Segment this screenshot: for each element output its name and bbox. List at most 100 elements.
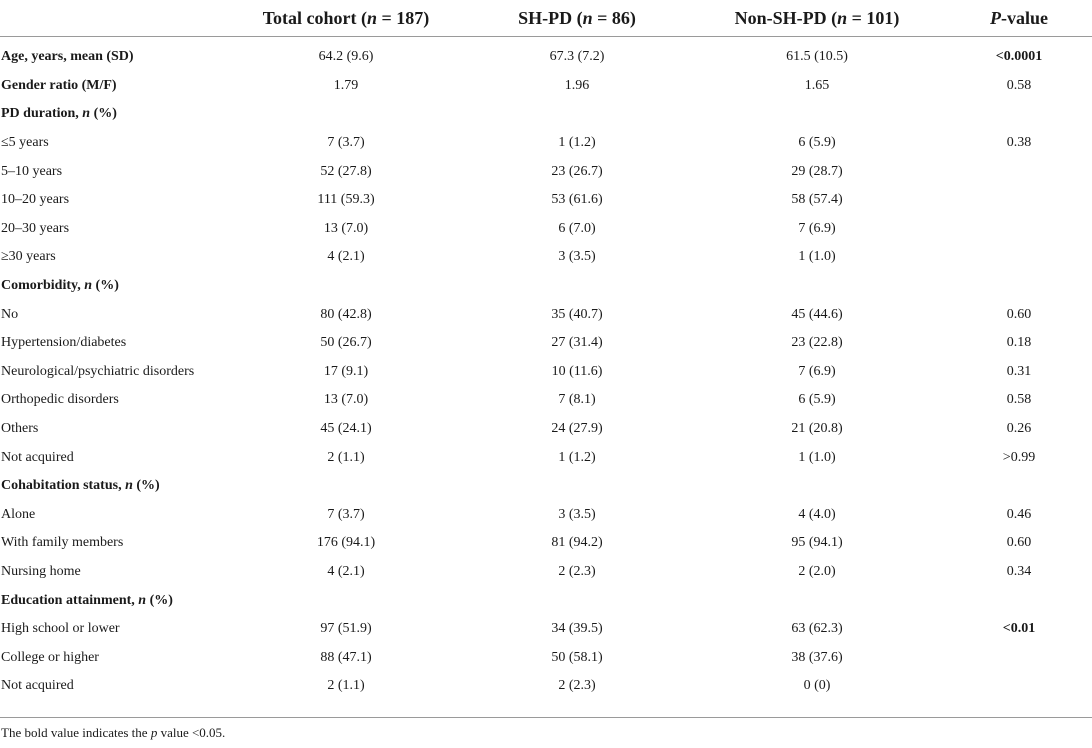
row-label: Alone [1, 506, 36, 522]
sh-pd-cell: 1.96 [564, 77, 590, 93]
sh-pd-cell: 27 (31.4) [551, 335, 603, 351]
non-sh-pd-cell: 21 (20.8) [791, 421, 843, 437]
total-cohort-cell: 64.2 (9.6) [318, 49, 374, 65]
p-value-cell: 0.60 [1006, 306, 1032, 322]
total-cohort-cell: 13 (7.0) [323, 220, 369, 236]
sh-pd-cell: 1 (1.2) [558, 135, 596, 151]
section-label-suffix: (%) [90, 106, 117, 122]
header-total-n: n [367, 7, 378, 28]
header-p-post: -value [1001, 7, 1048, 28]
row-label: Gender ratio (M/F) [1, 77, 117, 93]
header-nonshpd-n: n [837, 7, 848, 28]
non-sh-pd-cell: 23 (22.8) [791, 335, 843, 351]
header-non-sh-pd: Non-SH-PD (n = 101) [688, 0, 946, 37]
total-cohort-cell: 2 (1.1) [327, 678, 365, 694]
table-row: Not acquired 2 (1.1) 2 (2.3) 0 (0) [0, 672, 1092, 701]
table-bottom-rule [0, 717, 1092, 718]
demographics-table-container: Total cohort (n = 187) SH-PD (n = 86) No… [0, 0, 1092, 701]
p-value-cell: 0.31 [1006, 363, 1032, 379]
non-sh-pd-cell: 63 (62.3) [791, 621, 843, 637]
sh-pd-cell: 35 (40.7) [551, 306, 603, 322]
p-value-cell: 0.38 [1006, 135, 1032, 151]
row-label: College or higher [1, 649, 99, 665]
header-row: Total cohort (n = 187) SH-PD (n = 86) No… [0, 0, 1092, 37]
non-sh-pd-cell: 7 (6.9) [798, 220, 836, 236]
header-sh-pd: SH-PD (n = 86) [466, 0, 688, 37]
header-total-pre: Total cohort ( [262, 7, 368, 28]
total-cohort-cell: 97 (51.9) [320, 621, 372, 637]
section-label: Comorbidity, n (%) [0, 272, 1092, 301]
table-row: College or higher 88 (47.1) 50 (58.1) 38 (3… [0, 643, 1092, 672]
sh-pd-cell: 3 (3.5) [558, 249, 596, 265]
non-sh-pd-cell: 0 (0) [803, 678, 831, 694]
sh-pd-cell: 3 (3.5) [558, 506, 596, 522]
p-value-cell [946, 672, 1092, 701]
non-sh-pd-cell: 1 (1.0) [798, 449, 836, 465]
total-cohort-cell: 52 (27.8) [320, 163, 372, 179]
row-label: 10–20 years [1, 192, 70, 208]
sh-pd-cell: 7 (8.1) [558, 392, 596, 408]
header-blank [0, 0, 226, 37]
table-row: No 80 (42.8) 35 (40.7) 45 (44.6) 0.60 [0, 300, 1092, 329]
section-label-suffix: (%) [92, 278, 119, 294]
table-row: 10–20 years 111 (59.3) 53 (61.6) 58 (57.4) [0, 186, 1092, 215]
p-value-cell: <0.01 [1002, 621, 1036, 637]
row-label: Not acquired [1, 678, 74, 694]
table-header: Total cohort (n = 187) SH-PD (n = 86) No… [0, 0, 1092, 37]
total-cohort-cell: 4 (2.1) [327, 563, 365, 579]
sh-pd-cell: 53 (61.6) [551, 192, 603, 208]
table-footnote: The bold value indicates the p value <0.… [1, 725, 225, 741]
table-row: With family members 176 (94.1) 81 (94.2) 95… [0, 529, 1092, 558]
footnote-post: value <0.05. [157, 725, 226, 740]
section-label-n: n [138, 592, 147, 608]
p-value-cell [946, 243, 1092, 272]
header-p-letter: P [990, 7, 1001, 28]
table-row: Hypertension/diabetes 50 (26.7) 27 (31.4) 2… [0, 329, 1092, 358]
p-value-cell: 0.58 [1006, 392, 1032, 408]
table-row: Alone 7 (3.7) 3 (3.5) 4 (4.0) 0.46 [0, 501, 1092, 530]
section-label-n: n [125, 478, 133, 494]
sh-pd-cell: 23 (26.7) [551, 163, 603, 179]
section-row: PD duration, n (%) [0, 100, 1092, 129]
table-row: Orthopedic disorders 13 (7.0) 7 (8.1) 6 (5.… [0, 386, 1092, 415]
table-row: Age, years, mean (SD) 64.2 (9.6) 67.3 (7.2… [0, 37, 1092, 72]
header-shpd-n: n [582, 7, 593, 28]
sh-pd-cell: 34 (39.5) [551, 621, 603, 637]
row-label: 20–30 years [1, 220, 70, 236]
section-label: PD duration, n (%) [0, 100, 1092, 129]
row-label: With family members [1, 535, 124, 551]
sh-pd-cell: 67.3 (7.2) [549, 49, 605, 65]
p-value-cell: 0.58 [1006, 77, 1032, 93]
non-sh-pd-cell: 7 (6.9) [798, 363, 836, 379]
p-value-cell: 0.34 [1006, 563, 1032, 579]
p-value-cell: 0.26 [1006, 421, 1032, 437]
p-value-cell: 0.60 [1006, 535, 1032, 551]
section-label: Cohabitation status, n (%) [0, 472, 1092, 501]
table-row: ≥30 years 4 (2.1) 3 (3.5) 1 (1.0) [0, 243, 1092, 272]
total-cohort-cell: 4 (2.1) [327, 249, 365, 265]
non-sh-pd-cell: 6 (5.9) [798, 392, 836, 408]
header-shpd-pre: SH-PD ( [518, 7, 583, 28]
sh-pd-cell: 2 (2.3) [558, 563, 596, 579]
row-label: No [1, 306, 19, 322]
section-label-text: PD duration, [1, 106, 83, 122]
non-sh-pd-cell: 58 (57.4) [791, 192, 843, 208]
section-label-text: Cohabitation status, [1, 478, 126, 494]
sh-pd-cell: 6 (7.0) [558, 220, 596, 236]
header-nonshpd-pre: Non-SH-PD ( [734, 7, 838, 28]
total-cohort-cell: 45 (24.1) [320, 421, 372, 437]
total-cohort-cell: 1.79 [333, 77, 359, 93]
non-sh-pd-cell: 4 (4.0) [798, 506, 836, 522]
row-label: Age, years, mean (SD) [1, 49, 134, 65]
p-value-cell: 0.18 [1006, 335, 1032, 351]
non-sh-pd-cell: 29 (28.7) [791, 163, 843, 179]
row-label: ≥30 years [1, 249, 56, 265]
table-row: Not acquired 2 (1.1) 1 (1.2) 1 (1.0) >0.99 [0, 443, 1092, 472]
footnote-p: p [150, 725, 158, 740]
section-label-suffix: (%) [132, 478, 160, 494]
row-label: ≤5 years [1, 135, 49, 151]
sh-pd-cell: 2 (2.3) [558, 678, 596, 694]
sh-pd-cell: 24 (27.9) [551, 421, 603, 437]
sh-pd-cell: 81 (94.2) [551, 535, 603, 551]
row-label: 5–10 years [1, 163, 63, 179]
